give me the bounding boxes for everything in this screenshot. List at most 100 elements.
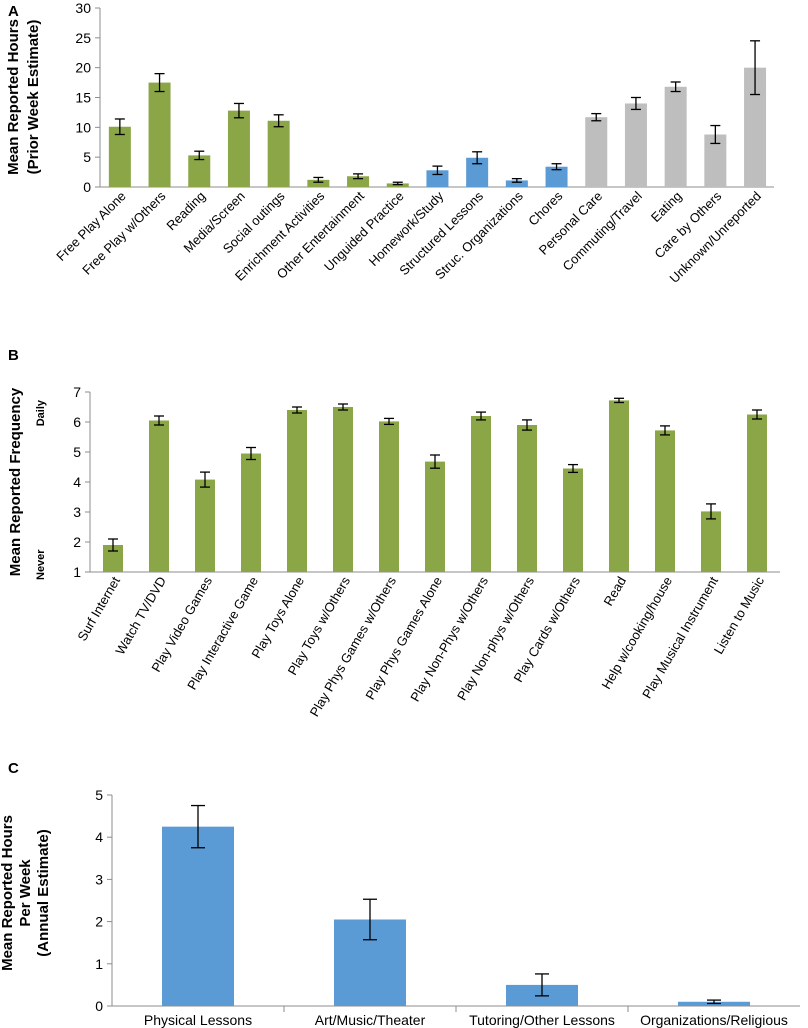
y-tick-label-A: 30 [75,0,91,16]
error-bar-A-2 [154,72,165,93]
y-axis-title-C-3: (Annual Estimate) [35,829,52,957]
error-bar-A-14 [630,96,641,111]
bar-B-12 [609,400,629,572]
y-tick-label-A: 0 [83,179,91,195]
y-axis-label-never: Never [35,549,47,580]
y-tick-label-B: 3 [73,504,81,520]
bar-B-4 [241,453,261,572]
error-bar-A-3 [194,150,205,161]
bar-B-5 [287,410,307,572]
error-bar-B-5 [292,406,302,414]
bar-B-13 [655,430,675,572]
error-bar-A-11 [511,177,522,183]
error-bar-B-7 [384,417,394,426]
y-axis-title-B-1: Mean Reported Frequency [7,387,24,576]
bar-B-10 [517,425,537,572]
error-bar-A-1 [114,118,125,136]
error-bar-C-1 [191,804,205,849]
error-bar-C-4 [707,999,721,1005]
error-bar-B-8 [430,454,440,469]
bar-B-6 [333,407,353,572]
bar-A-17 [744,67,767,187]
error-bar-A-5 [273,114,284,128]
error-bar-B-4 [246,446,256,461]
category-label-C-3: Tutoring/Other Lessons [469,1012,615,1028]
panel-C: C Mean Reported Hours Per Week (Annual Esti… [0,760,800,1028]
category-label-C-2: Art/Music/Theater [315,1012,426,1028]
y-tick-label-B: 5 [73,444,81,460]
bar-A-12 [545,166,568,187]
bar-B-11 [563,468,583,572]
error-bar-B-11 [568,463,578,474]
y-axis-label-daily: Daily [35,399,47,426]
y-axis-title-C-2: Per Week [17,859,34,927]
error-bar-A-6 [313,176,324,183]
error-bar-B-10 [522,419,532,431]
y-tick-label-A: 20 [75,60,91,76]
bar-A-15 [664,86,687,187]
category-label-B-7: Play Phys Games w/Others [307,574,400,720]
category-label-B-15: Listen to Music [711,574,768,657]
y-tick-label-C: 5 [95,787,103,803]
panel-letter-A: A [8,3,19,20]
bar-A-14 [624,103,647,187]
category-label-C-1: Physical Lessons [144,1012,252,1028]
bar-B-7 [379,421,399,572]
bar-B-2 [149,420,169,572]
y-tick-label-B: 4 [73,474,81,490]
y-axis-title-A-1: Mean Reported Hours [5,19,22,175]
error-bar-A-12 [551,163,562,171]
error-bar-B-3 [200,471,210,488]
bar-A-13 [585,117,608,187]
error-bar-A-13 [591,112,602,122]
error-bar-B-2 [154,415,164,426]
error-bar-B-15 [752,409,762,420]
y-tick-label-A: 10 [75,119,91,135]
y-tick-label-B: 6 [73,414,81,430]
bar-A-10 [466,157,489,187]
bar-A-5 [267,120,290,187]
category-label-A-1: Free Play Alone [53,188,129,264]
error-bar-A-7 [353,173,364,180]
y-tick-label-B: 7 [73,384,81,400]
error-bar-A-17 [750,40,761,96]
bar-B-3 [195,479,215,572]
bar-B-9 [471,416,491,572]
error-bar-A-15 [670,81,681,93]
error-bar-A-9 [432,165,443,176]
bar-A-9 [426,170,449,187]
bar-A-1 [108,126,131,187]
y-tick-label-C: 3 [95,871,103,887]
bar-A-4 [227,110,250,187]
panel-letter-B: B [8,347,19,364]
bar-B-14 [701,511,721,572]
category-label-C-4: Organizations/Religious [640,1012,788,1028]
bar-A-7 [347,176,370,187]
category-label-B-9: Play Non-Phys w/Others [407,574,491,705]
error-bar-C-3 [535,973,549,997]
category-label-B-1: Surf Internet [74,574,123,644]
error-bar-B-1 [108,538,118,552]
y-tick-label-A: 5 [83,149,91,165]
y-tick-label-C: 2 [95,914,103,930]
error-bar-A-10 [472,151,483,165]
category-label-B-12: Read [601,574,630,608]
panel-letter-C: C [8,760,19,777]
y-axis-title-C-1: Mean Reported Hours [0,815,16,971]
category-label-A-15: Eating [648,188,685,225]
error-bar-C-2 [363,898,377,941]
y-tick-label-A: 25 [75,30,91,46]
y-tick-label-A: 15 [75,90,91,106]
bar-C-1 [162,826,234,1006]
bar-B-15 [747,414,767,572]
y-axis-title-A-2: (Prior Week Estimate) [25,20,42,175]
error-bar-B-6 [338,403,348,411]
bar-B-8 [425,461,445,572]
y-tick-label-C: 4 [95,829,103,845]
error-bar-A-4 [233,102,244,119]
bar-B-1 [103,545,123,572]
error-bar-B-9 [476,411,486,421]
panel-B: B Mean Reported Frequency Daily Never 1 2 3 4 5 6… [7,347,780,719]
